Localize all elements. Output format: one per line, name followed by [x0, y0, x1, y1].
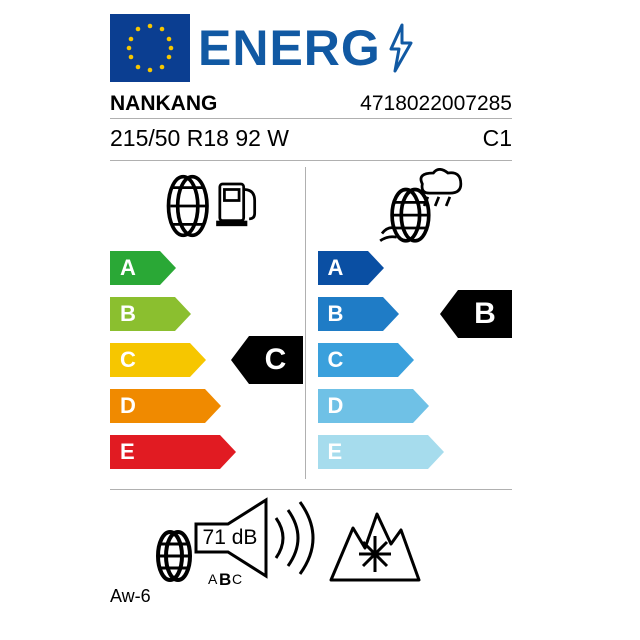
tyre-rain-icon: [360, 168, 470, 244]
brand-row: NANKANG 4718022007285: [110, 82, 512, 119]
ratings-area: ABCDE C: [110, 161, 512, 490]
rating-bar-B: B: [110, 295, 305, 333]
rating-bar-A: A: [110, 249, 305, 287]
noise-icon: 71 dB A B C: [140, 496, 330, 588]
rating-bar-C: C: [318, 341, 513, 379]
class-code: C1: [483, 125, 512, 152]
rating-bar-A: A: [318, 249, 513, 287]
svg-text:B: B: [219, 570, 231, 588]
noise-db: 71 dB: [203, 526, 258, 549]
fuel-efficiency-column: ABCDE C: [110, 167, 305, 479]
wet-grip-column: ABCDE B: [305, 167, 513, 479]
header: ENERG: [110, 14, 512, 82]
rating-bar-D: D: [110, 387, 305, 425]
rating-badge: B: [458, 290, 512, 338]
snow-grip-block: [325, 500, 425, 591]
rating-bar-E: E: [318, 433, 513, 471]
bottom-row: 71 dB A B C Aw-6: [110, 490, 512, 608]
rating-badge: C: [249, 336, 303, 384]
model-name: Aw-6: [110, 586, 151, 607]
ean-code: 4718022007285: [360, 92, 512, 116]
rating-bar-E: E: [110, 433, 305, 471]
svg-text:C: C: [232, 571, 242, 587]
svg-text:A: A: [208, 571, 218, 587]
spec-row: 215/50 R18 92 W C1: [110, 119, 512, 161]
lightning-icon: [383, 23, 417, 73]
tyre-spec: 215/50 R18 92 W: [110, 125, 289, 152]
noise-block: 71 dB A B C: [140, 496, 330, 593]
eu-flag-icon: [110, 14, 190, 82]
brand-name: NANKANG: [110, 92, 217, 116]
snow-mountain-icon: [325, 500, 425, 586]
rating-bar-D: D: [318, 387, 513, 425]
tyre-fuel-icon: [152, 168, 262, 244]
energy-word: ENERG: [198, 19, 381, 77]
